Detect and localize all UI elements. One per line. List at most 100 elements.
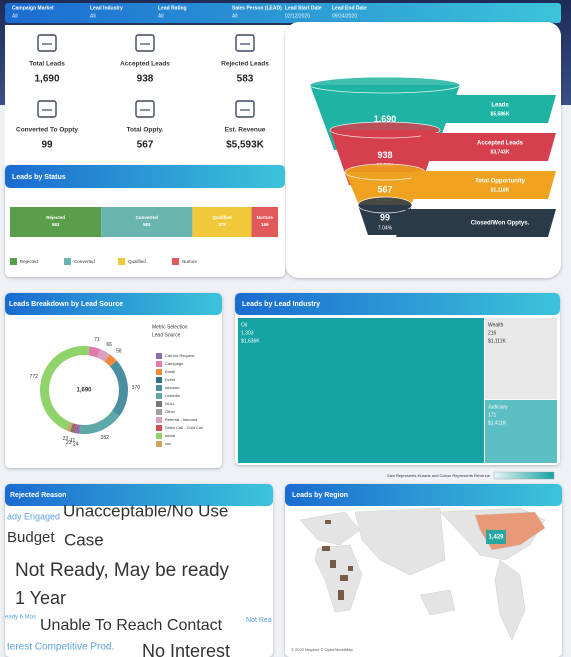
word: Unacceptable/No Use [63, 501, 228, 520]
kpi-value: $5,593K [226, 140, 265, 151]
cell-value: 171 [488, 412, 497, 418]
kpi-icon [235, 34, 255, 52]
segment-name: Rejected [46, 215, 65, 220]
treemap-cell [484, 399, 557, 463]
slice-label: 66 [106, 342, 112, 348]
donut-slice [70, 423, 76, 433]
word: Not Rea [246, 617, 272, 624]
kpi-panel [5, 25, 290, 165]
legend-label: Nurture [182, 259, 198, 264]
kpi-label: Est. Revenue [225, 127, 266, 134]
funnel-tag [412, 133, 556, 161]
panel-header [285, 484, 562, 506]
funnel-tag [420, 95, 556, 123]
cell-name: Wealth [488, 322, 504, 328]
legend-swatch [172, 258, 179, 265]
legend-label: NULL [165, 401, 176, 406]
panel-title: Rejected Reason [10, 492, 66, 499]
source-panel [5, 293, 222, 468]
legend-label: Campaign [165, 361, 183, 366]
slice-label: 71 [94, 337, 100, 343]
status-segment [10, 207, 102, 237]
legend-swatch [156, 361, 162, 367]
legend-swatch [156, 393, 162, 399]
word-cloud: ady Engaged Unacceptable/No Use Budget Case… [5, 501, 272, 657]
filter-value: All [232, 13, 238, 19]
legend-label: Referral - Inbound [165, 417, 197, 422]
word: Unable To Reach Contact [40, 617, 223, 634]
word: Case [64, 530, 104, 549]
filter-bar [5, 3, 561, 23]
word: 1 Year [15, 588, 66, 608]
donut-slice [79, 410, 120, 434]
funnel-stage [358, 205, 412, 235]
slice-label: 24 [73, 442, 79, 448]
donut-slice [39, 346, 90, 431]
donut-slice [75, 424, 81, 434]
legend-label: Rejected [20, 259, 38, 264]
legend-subtitle: Lead Source [152, 332, 181, 338]
panel-title: Leads Breakdown by Lead Source [9, 301, 123, 308]
legend-swatch [156, 369, 162, 375]
status-segment [101, 207, 193, 237]
filter-label: Campaign Market [12, 5, 54, 11]
donut-slice [73, 424, 78, 434]
legend-label: xxx [165, 441, 171, 446]
word: Not Ready, May be ready [15, 560, 230, 581]
panel-title: Leads by Status [12, 174, 66, 181]
legend-label: Inbound [165, 385, 179, 390]
segment-name: Nurture [257, 215, 274, 220]
map-highlights [322, 520, 506, 600]
word: No Interest [142, 641, 230, 657]
status-segment [192, 207, 252, 237]
legend-label: social [165, 433, 175, 438]
kpi-label: Rejected Leads [221, 61, 269, 68]
funnel-tag-label: Accepted Leads [477, 141, 524, 147]
filter-value: All [158, 13, 164, 19]
panel-header [5, 293, 222, 315]
funnel-rim [309, 76, 461, 94]
panel-header [5, 165, 285, 188]
legend-label: Sales Call - Cold Call [165, 425, 203, 430]
map-label: 1,429 [488, 535, 504, 541]
treemap-cell [484, 318, 557, 399]
slice-label: 23 [66, 440, 72, 446]
donut-total: 1,690 [76, 388, 92, 394]
segment-name: Converted [136, 215, 159, 220]
word: terest Competitive Prod. [7, 642, 114, 653]
funnel-rim [357, 196, 413, 214]
kpi-label: Total Leads [29, 61, 65, 68]
funnel-tag-label: Total Opportunity [475, 179, 526, 185]
legend-swatch [156, 417, 162, 423]
donut-slice [97, 349, 110, 362]
funnel-value: 1,690 [374, 114, 397, 124]
treemap-note: Size Represents #Leads and Colour Repres… [387, 473, 491, 478]
kpi-value: 1,690 [34, 74, 59, 85]
cell-revenue: $1,636K [241, 338, 260, 344]
kpi-value: 567 [137, 140, 154, 151]
kpi-value: 938 [137, 74, 154, 85]
legend-title: Metric Selection [152, 324, 188, 330]
donut-slice [110, 360, 128, 417]
legend-swatch [10, 258, 17, 265]
funnel-tag-label: Leads [491, 103, 509, 109]
legend-label: Email [165, 369, 175, 374]
legend-swatch [156, 401, 162, 407]
funnel-tag-label: Closed/Won Opptys. [471, 221, 530, 227]
donut-slice [66, 422, 73, 432]
segment-name: Qualified [212, 215, 232, 220]
funnel-tag-amount: $3,743K [491, 149, 510, 155]
status-segment [251, 207, 278, 237]
funnel-value: 938 [377, 150, 392, 160]
panel-header [235, 293, 560, 315]
legend-swatch [64, 258, 71, 265]
slice-label: 23 [63, 436, 69, 442]
kpi-label: Accepted Leads [120, 61, 170, 68]
cell-value: 216 [488, 330, 497, 336]
funnel-tag-amount: $5,586K [491, 111, 510, 117]
funnel-pct: 7.04% [378, 225, 393, 231]
segment-value: 583 [143, 222, 151, 227]
kpi-label: Total Oppty. [127, 127, 164, 134]
